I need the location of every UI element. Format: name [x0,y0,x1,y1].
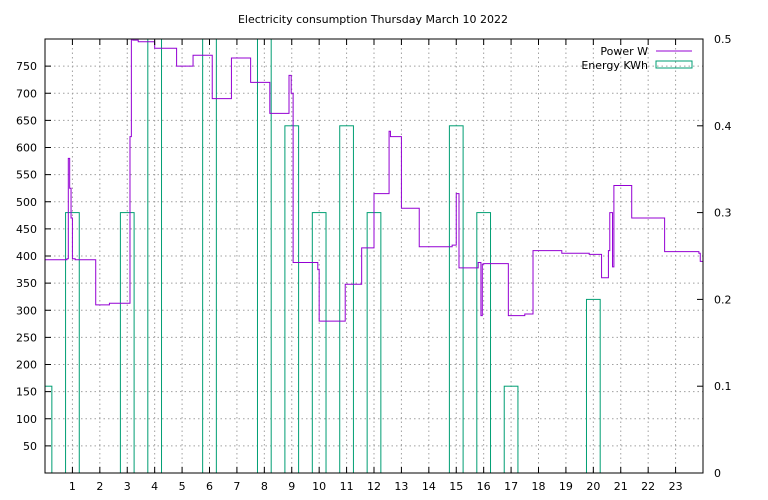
x-tick-label: 15 [449,480,463,493]
x-tick-label: 9 [288,480,295,493]
y-tick-label-left: 750 [16,60,37,73]
energy-bar [339,125,354,474]
x-tick-label: 2 [96,480,103,493]
energy-bar [284,125,300,474]
y-tick-label-left: 250 [16,331,37,344]
x-tick-label: 18 [532,480,546,493]
y-tick-label-left: 200 [16,359,37,372]
x-tick-label: 6 [206,480,213,493]
x-tick-label: 12 [367,480,381,493]
x-tick-label: 10 [312,480,326,493]
y-tick-label-right: 0.1 [714,380,732,393]
y-tick-label-left: 450 [16,223,37,236]
x-tick-label: 3 [124,480,131,493]
x-axis: 1 2 3 4 5 6 7 8 9 10 11 12 13 14 15 16 17 18 19 20 21 22 23 [69,39,683,493]
x-tick-label: 13 [394,480,408,493]
y-tick-label-right: 0 [714,467,721,480]
energy-bars [44,38,601,474]
y-tick-label-left: 600 [16,142,37,155]
y-tick-label-right: 0.4 [714,120,732,133]
energy-bar [44,385,53,474]
y-axis-right: 0 0.1 0.2 0.3 0.4 0.5 [697,33,732,480]
x-tick-label: 22 [641,480,655,493]
y-tick-label-left: 300 [16,304,37,317]
y-tick-label-left: 400 [16,250,37,263]
y-tick-label-left: 550 [16,169,37,182]
x-tick-label: 14 [422,480,436,493]
x-tick-label: 21 [614,480,628,493]
y-tick-label-left: 500 [16,196,37,209]
x-tick-label: 8 [261,480,268,493]
y-tick-label-right: 0.2 [714,293,732,306]
y-tick-label-left: 50 [23,440,37,453]
legend-label-power: Power W [600,45,648,58]
x-tick-label: 11 [340,480,354,493]
x-tick-label: 17 [504,480,518,493]
x-tick-label: 1 [69,480,76,493]
power-series-line [45,39,703,322]
x-tick-label: 19 [559,480,573,493]
y-tick-label-right: 0.5 [714,33,732,46]
energy-bar [448,125,464,474]
x-tick-label: 5 [179,480,186,493]
x-tick-label: 23 [669,480,683,493]
legend-swatch-energy [655,60,693,69]
chart-title: Electricity consumption Thursday March 1… [238,13,508,26]
y-tick-label-right: 0.3 [714,207,732,220]
grid [45,39,703,473]
x-tick-label: 16 [477,480,491,493]
x-tick-label: 7 [233,480,240,493]
legend-label-energy: Energy KWh [581,59,648,72]
y-tick-label-left: 150 [16,386,37,399]
y-tick-label-left: 650 [16,114,37,127]
y-tick-label-left: 350 [16,277,37,290]
y-tick-label-left: 700 [16,87,37,100]
y-tick-label-left: 100 [16,413,37,426]
power-line [45,39,703,322]
y-axis-left: 50 100 150 200 250 300 350 400 450 500 550 600 650 70… [16,60,51,453]
x-tick-label: 20 [586,480,600,493]
x-tick-label: 4 [151,480,158,493]
